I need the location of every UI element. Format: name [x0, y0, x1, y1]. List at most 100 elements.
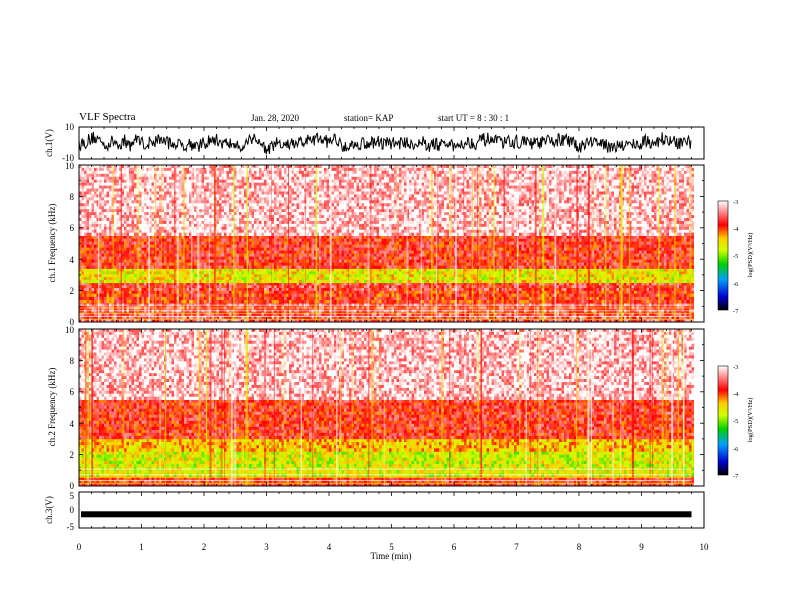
spectrogram-cell	[442, 274, 445, 277]
spectrogram-cell	[264, 285, 267, 288]
spectrogram-cell	[179, 274, 182, 277]
spectrogram-cell	[302, 313, 305, 316]
spectrogram-cell	[662, 277, 665, 280]
spectrogram-cell	[307, 285, 310, 288]
spectrogram-cell	[377, 274, 380, 277]
spectrogram-cell	[244, 300, 247, 303]
spectrogram-cell	[357, 236, 360, 239]
spectrogram-cell	[692, 288, 695, 291]
spectrogram-cell	[609, 288, 612, 291]
spectrogram-cell	[614, 297, 617, 300]
spectrogram-cell	[87, 285, 90, 288]
spectrogram-cell	[204, 280, 207, 283]
spectrogram-cell	[452, 283, 455, 286]
spectrogram-cell	[239, 291, 242, 294]
spectrogram-cell	[597, 277, 600, 280]
spectrogram-cell	[417, 291, 420, 294]
spectrogram-cell	[107, 271, 110, 274]
spectrogram-cell	[107, 280, 110, 283]
spectrogram-cell	[582, 274, 585, 277]
spectrogram-cell	[342, 277, 345, 280]
spectrogram-cell	[574, 288, 577, 291]
spectrogram-cell	[382, 269, 385, 272]
spectrogram-cell	[414, 285, 417, 288]
spectrogram-cell	[484, 288, 487, 291]
spectrogram-cell	[204, 300, 207, 303]
spectrogram-cell	[132, 291, 135, 294]
spectrogram-cell	[474, 283, 477, 286]
spectrogram-cell	[602, 288, 605, 291]
spectrogram-cell	[117, 269, 120, 272]
spectrogram-cell	[129, 283, 132, 286]
spectrogram-cell	[687, 269, 690, 272]
spectrogram-cell	[99, 294, 102, 297]
spectrogram-cell	[299, 300, 302, 303]
spectrogram-cell	[267, 269, 270, 272]
spectrogram-cell	[692, 316, 695, 319]
spectrogram-cell	[499, 274, 502, 277]
spectrogram-cell	[357, 283, 360, 286]
spectrogram-cell	[92, 239, 95, 242]
spectrogram-cell	[342, 313, 345, 316]
spectrogram-cell	[229, 277, 232, 280]
spectrogram-cell	[322, 236, 325, 239]
spectrogram-cell	[282, 271, 285, 274]
spectrogram-cell	[552, 294, 555, 297]
spectrogram-cell	[302, 269, 305, 272]
spectrogram-cell	[637, 291, 640, 294]
spectrogram-cell	[339, 274, 342, 277]
spectrogram-cell	[302, 300, 305, 303]
spectrogram-cell	[99, 271, 102, 274]
spectrogram-cell	[582, 291, 585, 294]
spectrogram-cell	[522, 283, 525, 286]
spectrogram-cell	[327, 269, 330, 272]
spectrogram-cell	[139, 280, 142, 283]
spectrogram-cell	[484, 300, 487, 303]
spectrogram-cell	[324, 300, 327, 303]
spectrogram-cell	[634, 274, 637, 277]
spectrogram-cell	[289, 300, 292, 303]
spectrogram-cell	[497, 236, 500, 239]
spectrogram-cell	[607, 300, 610, 303]
spectrogram-cell	[499, 285, 502, 288]
spectrogram-cell	[302, 285, 305, 288]
spectrogram-cell	[124, 236, 127, 239]
spectrogram-cell	[344, 294, 347, 297]
spectrogram-cell	[117, 291, 120, 294]
spectrogram-cell	[579, 280, 582, 283]
spectrogram-cell	[229, 274, 232, 277]
spectrogram-cell	[267, 271, 270, 274]
spectrogram-cell	[342, 280, 345, 283]
spectrogram-cell	[667, 291, 670, 294]
spectrogram-cell	[614, 300, 617, 303]
spectrogram-cell	[544, 280, 547, 283]
spectrogram-cell	[679, 291, 682, 294]
spectrogram-cell	[544, 288, 547, 291]
spectrogram-cell	[89, 274, 92, 277]
spectrogram-cell	[564, 294, 567, 297]
spectrogram-cell	[364, 271, 367, 274]
spectrogram-cell	[514, 285, 517, 288]
spectrogram-cell	[634, 277, 637, 280]
spectrogram-cell	[372, 313, 375, 316]
spectrogram-cell	[124, 291, 127, 294]
spectrogram-cell	[672, 300, 675, 303]
spectrogram-cell	[224, 291, 227, 294]
spectrogram-cell	[152, 277, 155, 280]
spectrogram-cell	[239, 300, 242, 303]
spectrogram-cell	[264, 280, 267, 283]
spectrogram-cell	[134, 294, 137, 297]
spectrogram-cell	[359, 271, 362, 274]
spectrogram-cell	[172, 239, 175, 242]
spectrogram-cell	[104, 274, 107, 277]
spectrogram-cell	[142, 239, 145, 242]
spectrogram-cell	[632, 291, 635, 294]
spectrogram-cell	[92, 274, 95, 277]
spectrogram-cell	[514, 283, 517, 286]
spectrogram-cell	[652, 288, 655, 291]
spectrogram-cell	[279, 239, 282, 242]
spectrogram-cell	[632, 285, 635, 288]
spectrogram-cell	[549, 271, 552, 274]
spectrogram-cell	[457, 269, 460, 272]
spectrogram-cell	[637, 285, 640, 288]
